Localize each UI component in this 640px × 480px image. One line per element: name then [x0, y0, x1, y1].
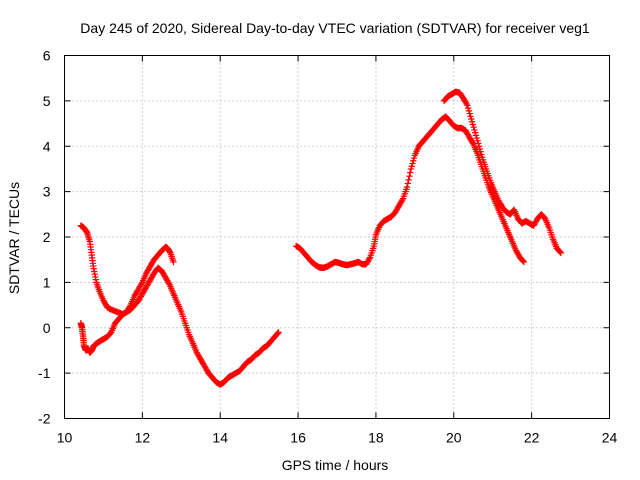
- data-marks: [77, 88, 565, 388]
- y-tick-label: 6: [43, 48, 51, 64]
- y-tick-label: 2: [43, 229, 51, 245]
- data-point: [405, 176, 412, 184]
- y-tick-label: 4: [43, 138, 51, 154]
- grid: [64, 55, 610, 419]
- data-point: [170, 258, 177, 266]
- axis-ticks: [64, 55, 610, 419]
- series-track-d: [440, 88, 565, 257]
- y-tick-label: -1: [38, 365, 51, 381]
- x-tick-label: 14: [212, 430, 228, 446]
- y-tick-label: 1: [43, 274, 51, 290]
- data-point: [556, 248, 564, 256]
- x-tick-label: 16: [290, 430, 306, 446]
- data-point: [519, 257, 527, 265]
- data-point: [274, 329, 282, 337]
- x-tick-label: 18: [368, 430, 384, 446]
- x-tick-label: 22: [524, 430, 540, 446]
- series-track-b: [77, 264, 282, 388]
- data-point: [557, 249, 565, 257]
- x-tick-label: 10: [57, 430, 73, 446]
- data-point: [406, 172, 413, 180]
- x-tick-label: 24: [602, 430, 618, 446]
- y-axis-label: SDTVAR / TECUs: [6, 182, 22, 294]
- data-point: [366, 255, 373, 262]
- data-point: [463, 100, 470, 108]
- x-tick-label: 20: [446, 430, 462, 446]
- x-axis-label: GPS time / hours: [282, 457, 389, 473]
- chart-title: Day 245 of 2020, Sidereal Day-to-day VTE…: [80, 20, 590, 36]
- y-tick-label: 0: [43, 320, 51, 336]
- y-tick-label: 5: [43, 93, 51, 109]
- data-point: [404, 180, 412, 187]
- series-track-a: [77, 222, 177, 318]
- x-tick-label: 12: [135, 430, 151, 446]
- data-point: [399, 196, 406, 203]
- y-tick-label: 3: [43, 184, 51, 200]
- series-track-c: [292, 113, 528, 272]
- data-point: [406, 169, 414, 176]
- data-point: [403, 183, 411, 191]
- y-tick-label: -2: [38, 411, 51, 427]
- data-point: [520, 258, 528, 266]
- data-point: [275, 329, 282, 336]
